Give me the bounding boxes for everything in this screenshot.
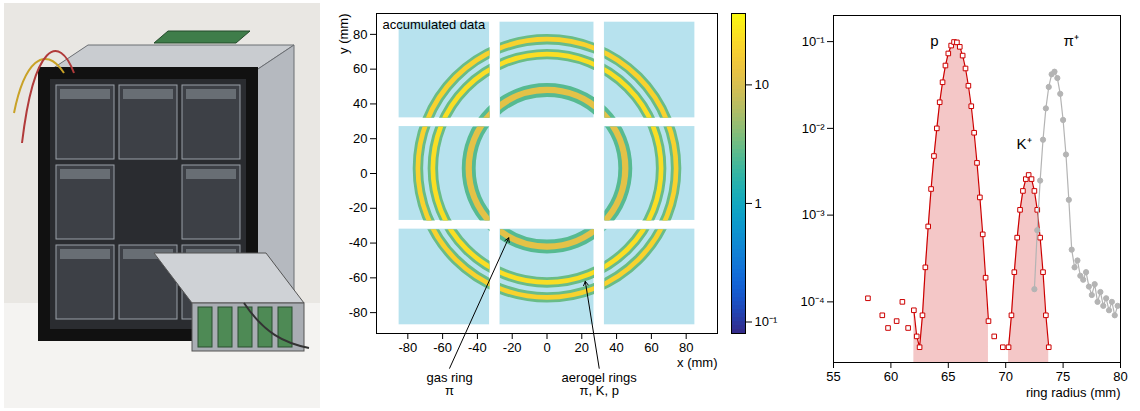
svg-text:K⁺: K⁺: [1017, 135, 1032, 152]
svg-text:-80: -80: [349, 305, 368, 320]
svg-text:60: 60: [884, 369, 898, 384]
svg-text:p: p: [930, 32, 938, 49]
svg-text:10⁻⁴: 10⁻⁴: [800, 294, 824, 309]
svg-text:0: 0: [543, 340, 550, 355]
svg-text:-60: -60: [349, 270, 368, 285]
svg-text:55: 55: [826, 369, 840, 384]
svg-text:y (mm): y (mm): [336, 14, 351, 54]
svg-text:x (mm): x (mm): [677, 355, 717, 370]
svg-text:-20: -20: [349, 200, 368, 215]
svg-text:aerogel ringsπ, K, p: aerogel ringsπ, K, p: [562, 370, 638, 398]
svg-text:10⁻²: 10⁻²: [802, 121, 825, 136]
svg-text:60: 60: [644, 340, 658, 355]
svg-text:20: 20: [353, 131, 367, 146]
svg-text:20: 20: [575, 340, 589, 355]
svg-text:70: 70: [998, 369, 1012, 384]
svg-text:65: 65: [941, 369, 955, 384]
svg-text:10⁻¹: 10⁻¹: [755, 314, 778, 329]
svg-text:75: 75: [1056, 369, 1070, 384]
svg-text:-80: -80: [398, 340, 417, 355]
svg-text:40: 40: [609, 340, 623, 355]
svg-text:60: 60: [353, 61, 367, 76]
svg-text:10: 10: [755, 77, 769, 92]
svg-text:80: 80: [1113, 369, 1127, 384]
svg-text:-40: -40: [349, 235, 368, 250]
svg-text:accumulated data: accumulated data: [383, 17, 486, 32]
svg-text:-40: -40: [468, 340, 487, 355]
svg-text:10⁻¹: 10⁻¹: [802, 34, 825, 49]
svg-text:10⁻³: 10⁻³: [802, 207, 825, 222]
svg-text:40: 40: [353, 96, 367, 111]
svg-text:1: 1: [755, 196, 762, 211]
svg-text:80: 80: [679, 340, 693, 355]
svg-text:-20: -20: [503, 340, 522, 355]
svg-text:π⁺: π⁺: [1063, 32, 1078, 49]
svg-text:-60: -60: [433, 340, 452, 355]
svg-text:ring radius (mm): ring radius (mm): [1026, 385, 1121, 400]
svg-text:0: 0: [360, 166, 367, 181]
svg-text:80: 80: [353, 27, 367, 42]
svg-text:gas ringπ: gas ringπ: [426, 370, 472, 398]
